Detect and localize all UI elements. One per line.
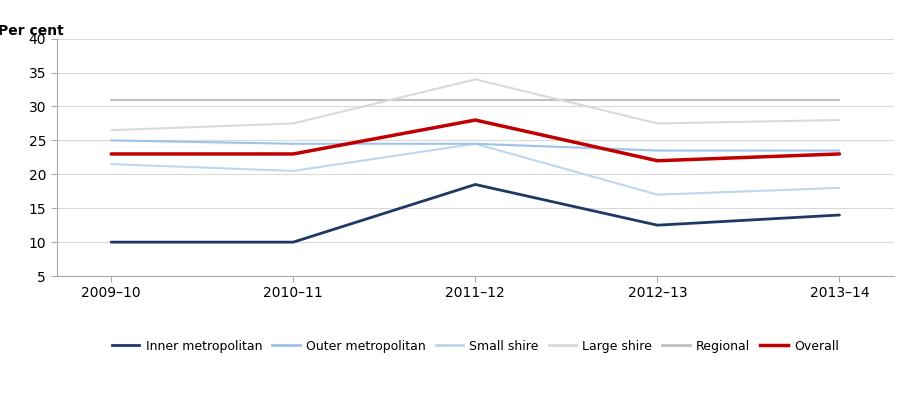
Legend: Inner metropolitan, Outer metropolitan, Small shire, Large shire, Regional, Over: Inner metropolitan, Outer metropolitan, … [107, 334, 844, 357]
Text: Per cent: Per cent [0, 25, 64, 38]
